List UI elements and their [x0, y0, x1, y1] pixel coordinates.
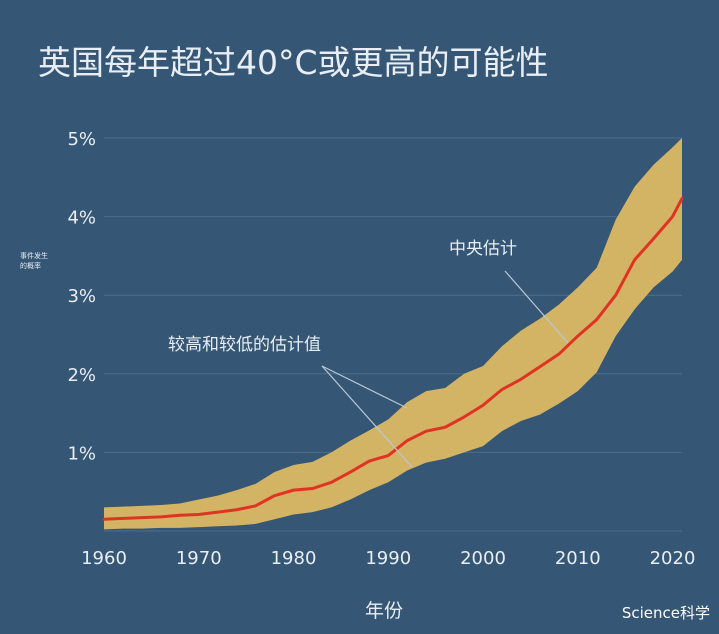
central-estimate-line: [102, 197, 684, 521]
chart-title: 英国每年超过40°C或更高的可能性: [38, 43, 549, 82]
x-axis-label: 年份: [365, 600, 403, 622]
central-annotation-pointer: [504, 270, 569, 344]
x-tick-label: 2020: [650, 548, 696, 569]
x-tick-label: 2010: [555, 548, 601, 569]
y-tick-label: 1%: [67, 443, 96, 464]
x-tick-label: 2000: [460, 548, 506, 569]
x-tick-label: 1960: [81, 548, 127, 569]
central-estimate-annotation: 中央估计: [449, 239, 517, 259]
x-axis-ticks: 1960 1970 1980 1990 2000 2010 2020: [81, 548, 695, 569]
central-line-layer: [102, 197, 684, 521]
x-tick-label: 1990: [365, 548, 411, 569]
band-annotation-pointer-lower: [321, 365, 413, 468]
y-tick-label: 4%: [67, 208, 96, 229]
y-axis-ticks: 1% 2% 3% 4% 5%: [67, 129, 96, 464]
y-tick-label: 3%: [67, 286, 96, 307]
band-annotation-pointer-upper: [321, 365, 408, 409]
grid: [104, 137, 682, 532]
band-annotation: 较高和较低的估计值: [168, 335, 321, 355]
x-tick-label: 1980: [271, 548, 317, 569]
x-tick-label: 1970: [176, 548, 222, 569]
y-axis-label-line-1: 事件发生: [20, 251, 48, 260]
y-tick-label: 2%: [67, 365, 96, 386]
source-label: Science科学: [622, 604, 710, 622]
y-tick-label: 5%: [67, 129, 96, 150]
y-axis-label-line-2: 的概率: [20, 261, 41, 270]
